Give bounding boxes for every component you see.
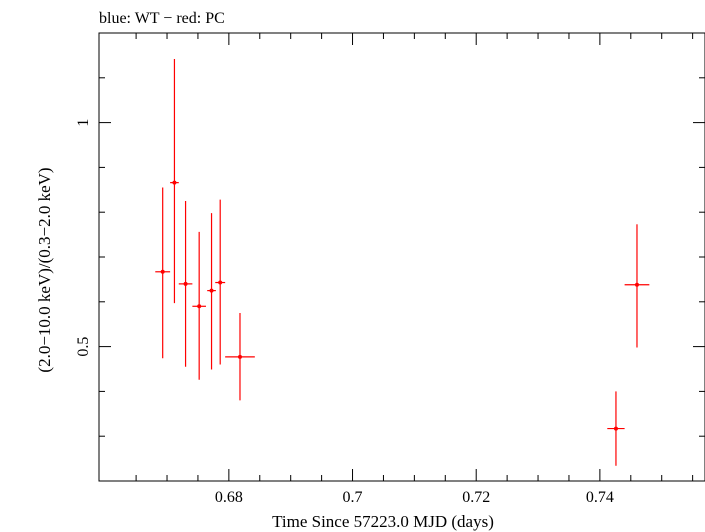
- data-point: [207, 213, 216, 370]
- point-marker: [218, 280, 223, 285]
- data-point: [607, 391, 625, 466]
- point-marker: [209, 288, 214, 293]
- data-point: [178, 201, 193, 367]
- chart-title: blue: WT − red: PC: [99, 10, 225, 27]
- point-marker: [183, 281, 188, 286]
- data-point: [215, 199, 226, 365]
- data-points: [155, 58, 650, 466]
- y-tick-label: 0.5: [75, 337, 92, 357]
- point-marker: [172, 180, 177, 185]
- point-marker: [237, 354, 242, 359]
- data-point: [155, 187, 171, 359]
- point-marker: [613, 426, 618, 431]
- point-marker: [197, 304, 202, 309]
- point-marker: [160, 269, 165, 274]
- y-axis-label: (2.0−10.0 keV)/(0.3−2.0 keV): [35, 167, 54, 372]
- data-point: [170, 58, 179, 304]
- x-tick-label: 0.74: [586, 489, 614, 506]
- x-tick-label: 0.72: [462, 489, 490, 506]
- x-tick-label: 0.7: [343, 489, 363, 506]
- x-tick-label: 0.68: [215, 489, 243, 506]
- y-tick-label: 1: [75, 119, 92, 127]
- x-axis-label: Time Since 57223.0 MJD (days): [272, 512, 494, 531]
- point-marker: [634, 282, 639, 287]
- plot-frame: [98, 32, 705, 482]
- data-point: [192, 231, 206, 380]
- axes: 0.68 0.7 0.72 0.74 0.5 1: [75, 33, 705, 506]
- data-point: [225, 313, 255, 401]
- data-point: [624, 224, 650, 348]
